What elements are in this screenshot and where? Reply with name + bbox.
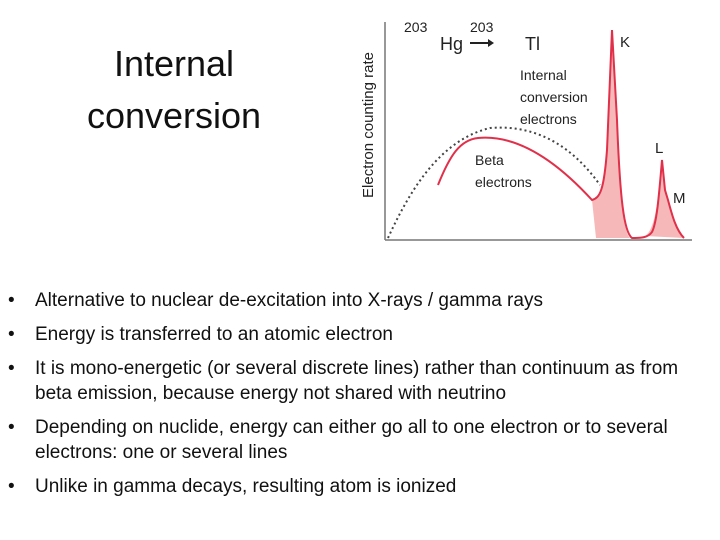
decay-arrow-head xyxy=(488,39,494,47)
beta-label: Beta xyxy=(475,152,504,168)
bullet: Energy is transferred to an atomic elect… xyxy=(8,322,693,347)
bullet: Unlike in gamma decays, resulting atom i… xyxy=(8,474,693,499)
mass-number: 203 xyxy=(470,19,494,35)
l-label: L xyxy=(655,140,663,157)
bullet: It is mono-energetic (or several discret… xyxy=(8,356,693,406)
l-peak-fill xyxy=(645,160,684,238)
spectrum-curve xyxy=(437,29,685,240)
title-line: Internal xyxy=(113,43,235,84)
bullet: Alternative to nuclear de-excitation int… xyxy=(8,288,693,313)
slide-title: Internal conversion xyxy=(40,38,308,142)
conversion-label: electrons xyxy=(520,111,577,127)
m-label: M xyxy=(673,190,686,207)
y-axis-label: Electron counting rate xyxy=(360,52,377,198)
k-label: K xyxy=(620,34,630,51)
beta-envelope xyxy=(387,126,601,239)
spectrum-figure: Electron counting rate 203 Hg 203 Tl K I… xyxy=(360,19,692,241)
bullet: Depending on nuclide, energy can either … xyxy=(8,415,693,465)
parent-nuclide: Hg xyxy=(440,34,463,54)
mass-number: 203 xyxy=(404,19,428,35)
title-line: conversion xyxy=(86,95,262,136)
beta-label: electrons xyxy=(475,174,532,190)
conversion-label: Internal xyxy=(520,67,567,83)
k-peak-fill xyxy=(592,30,630,238)
conversion-label: conversion xyxy=(520,89,588,105)
daughter-nuclide: Tl xyxy=(525,34,540,54)
bullet-list: Alternative to nuclear de-excitation int… xyxy=(8,288,693,508)
